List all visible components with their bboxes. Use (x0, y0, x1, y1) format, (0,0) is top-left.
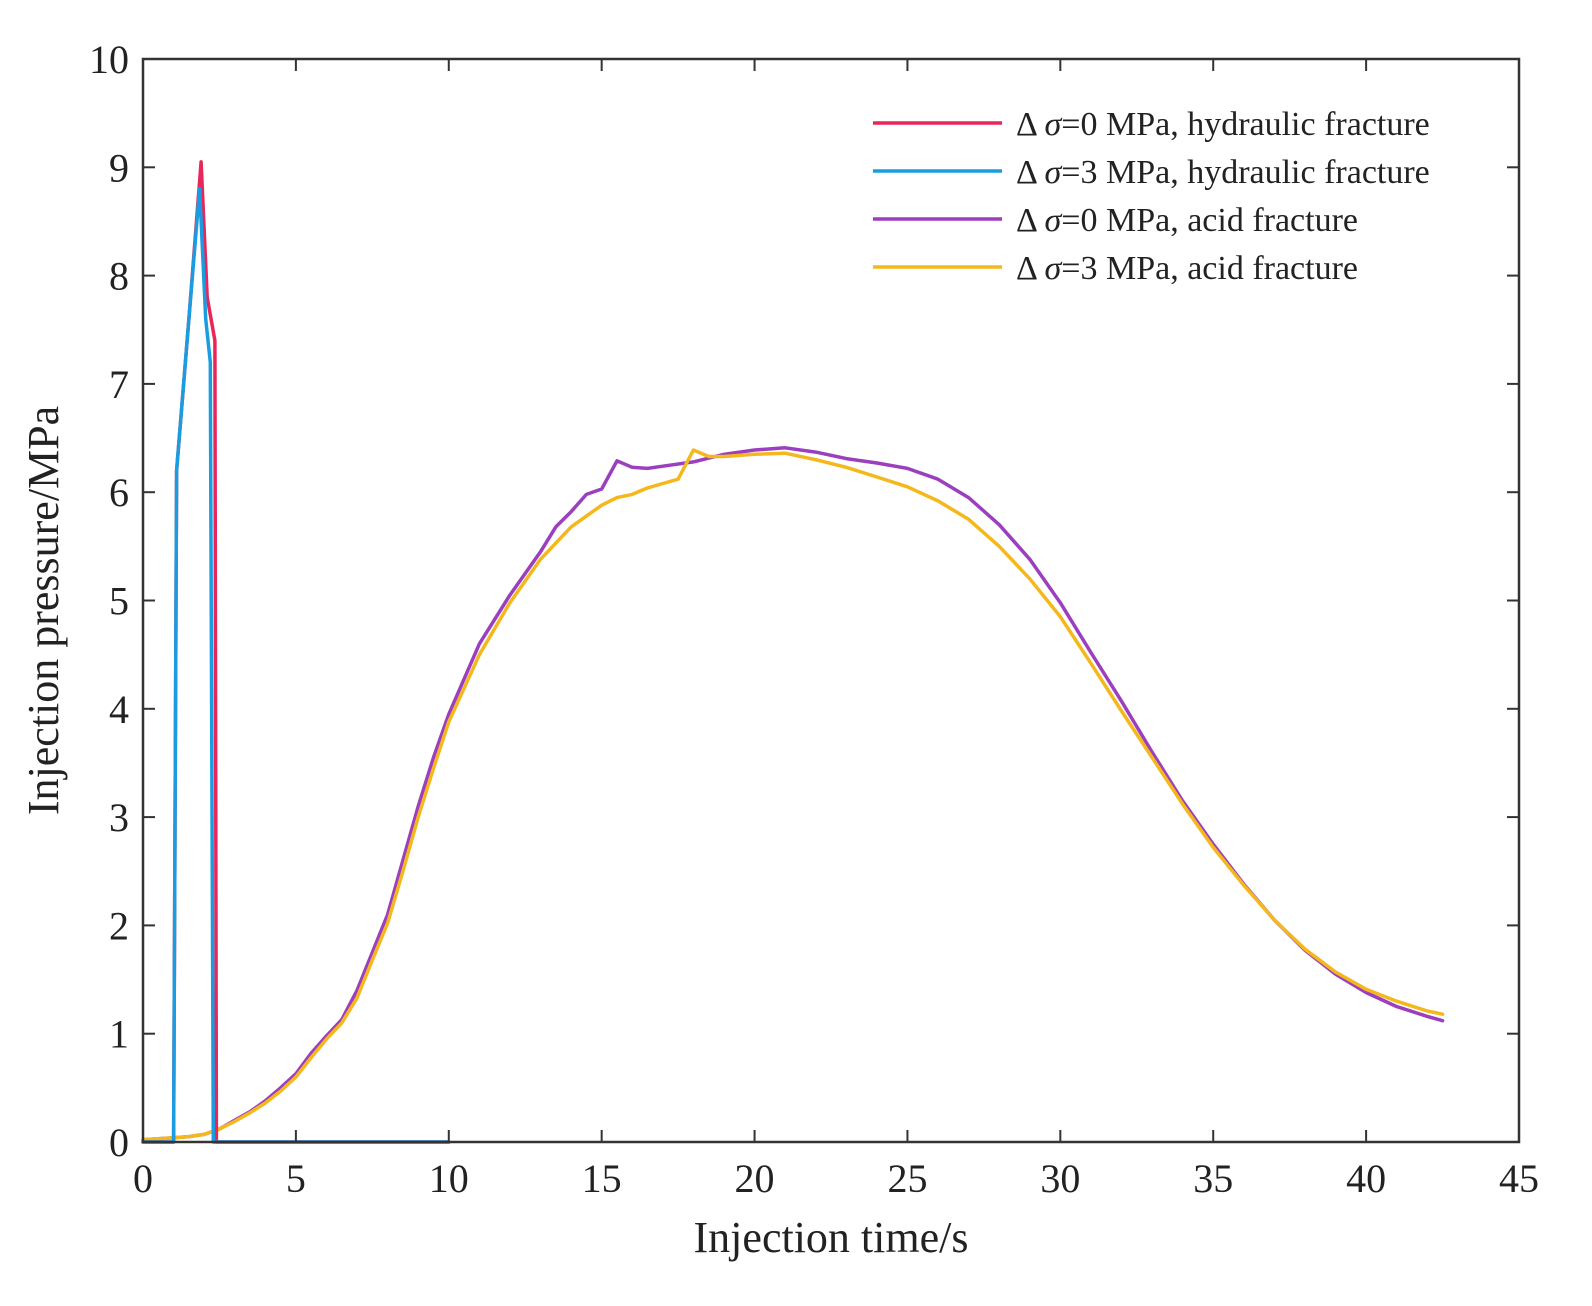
x-axis-title: Injection time/s (694, 1213, 969, 1262)
x-tick-label: 20 (735, 1156, 775, 1201)
y-tick-label: 1 (109, 1012, 129, 1057)
legend-label-3: Δ σ=0 MPa, acid fracture (1016, 202, 1358, 239)
x-tick-label: 0 (133, 1156, 153, 1201)
y-tick-label: 3 (109, 795, 129, 840)
y-tick-label: 8 (109, 254, 129, 299)
x-tick-label: 10 (429, 1156, 469, 1201)
x-tick-label: 25 (887, 1156, 927, 1201)
legend-label-2: Δ σ=3 MPa, hydraulic fracture (1016, 154, 1430, 191)
y-tick-label: 9 (109, 145, 129, 190)
series-line-3 (141, 446, 1445, 1142)
y-tick-label: 5 (109, 579, 129, 624)
y-tick-label: 2 (109, 903, 129, 948)
y-axis-title: Injection pressure/MPa (19, 406, 68, 815)
x-tick-label: 35 (1193, 1156, 1233, 1201)
legend: Δ σ=0 MPa, hydraulic fracture Δ σ=3 MPa, … (873, 106, 1430, 287)
x-tick-label: 15 (582, 1156, 622, 1201)
y-tick-label: 10 (89, 37, 129, 82)
series-line-4 (141, 448, 1445, 1142)
x-tick-label: 30 (1040, 1156, 1080, 1201)
y-tick-label: 4 (109, 687, 129, 732)
y-tick-label: 0 (109, 1120, 129, 1165)
y-tick-label: 7 (109, 362, 129, 407)
legend-label-4: Δ σ=3 MPa, acid fracture (1016, 250, 1358, 287)
x-tick-label: 45 (1499, 1156, 1539, 1201)
x-tick-label: 40 (1346, 1156, 1386, 1201)
x-tick-label: 5 (286, 1156, 306, 1201)
y-tick-label: 6 (109, 470, 129, 515)
legend-label-1: Δ σ=0 MPa, hydraulic fracture (1016, 106, 1430, 143)
